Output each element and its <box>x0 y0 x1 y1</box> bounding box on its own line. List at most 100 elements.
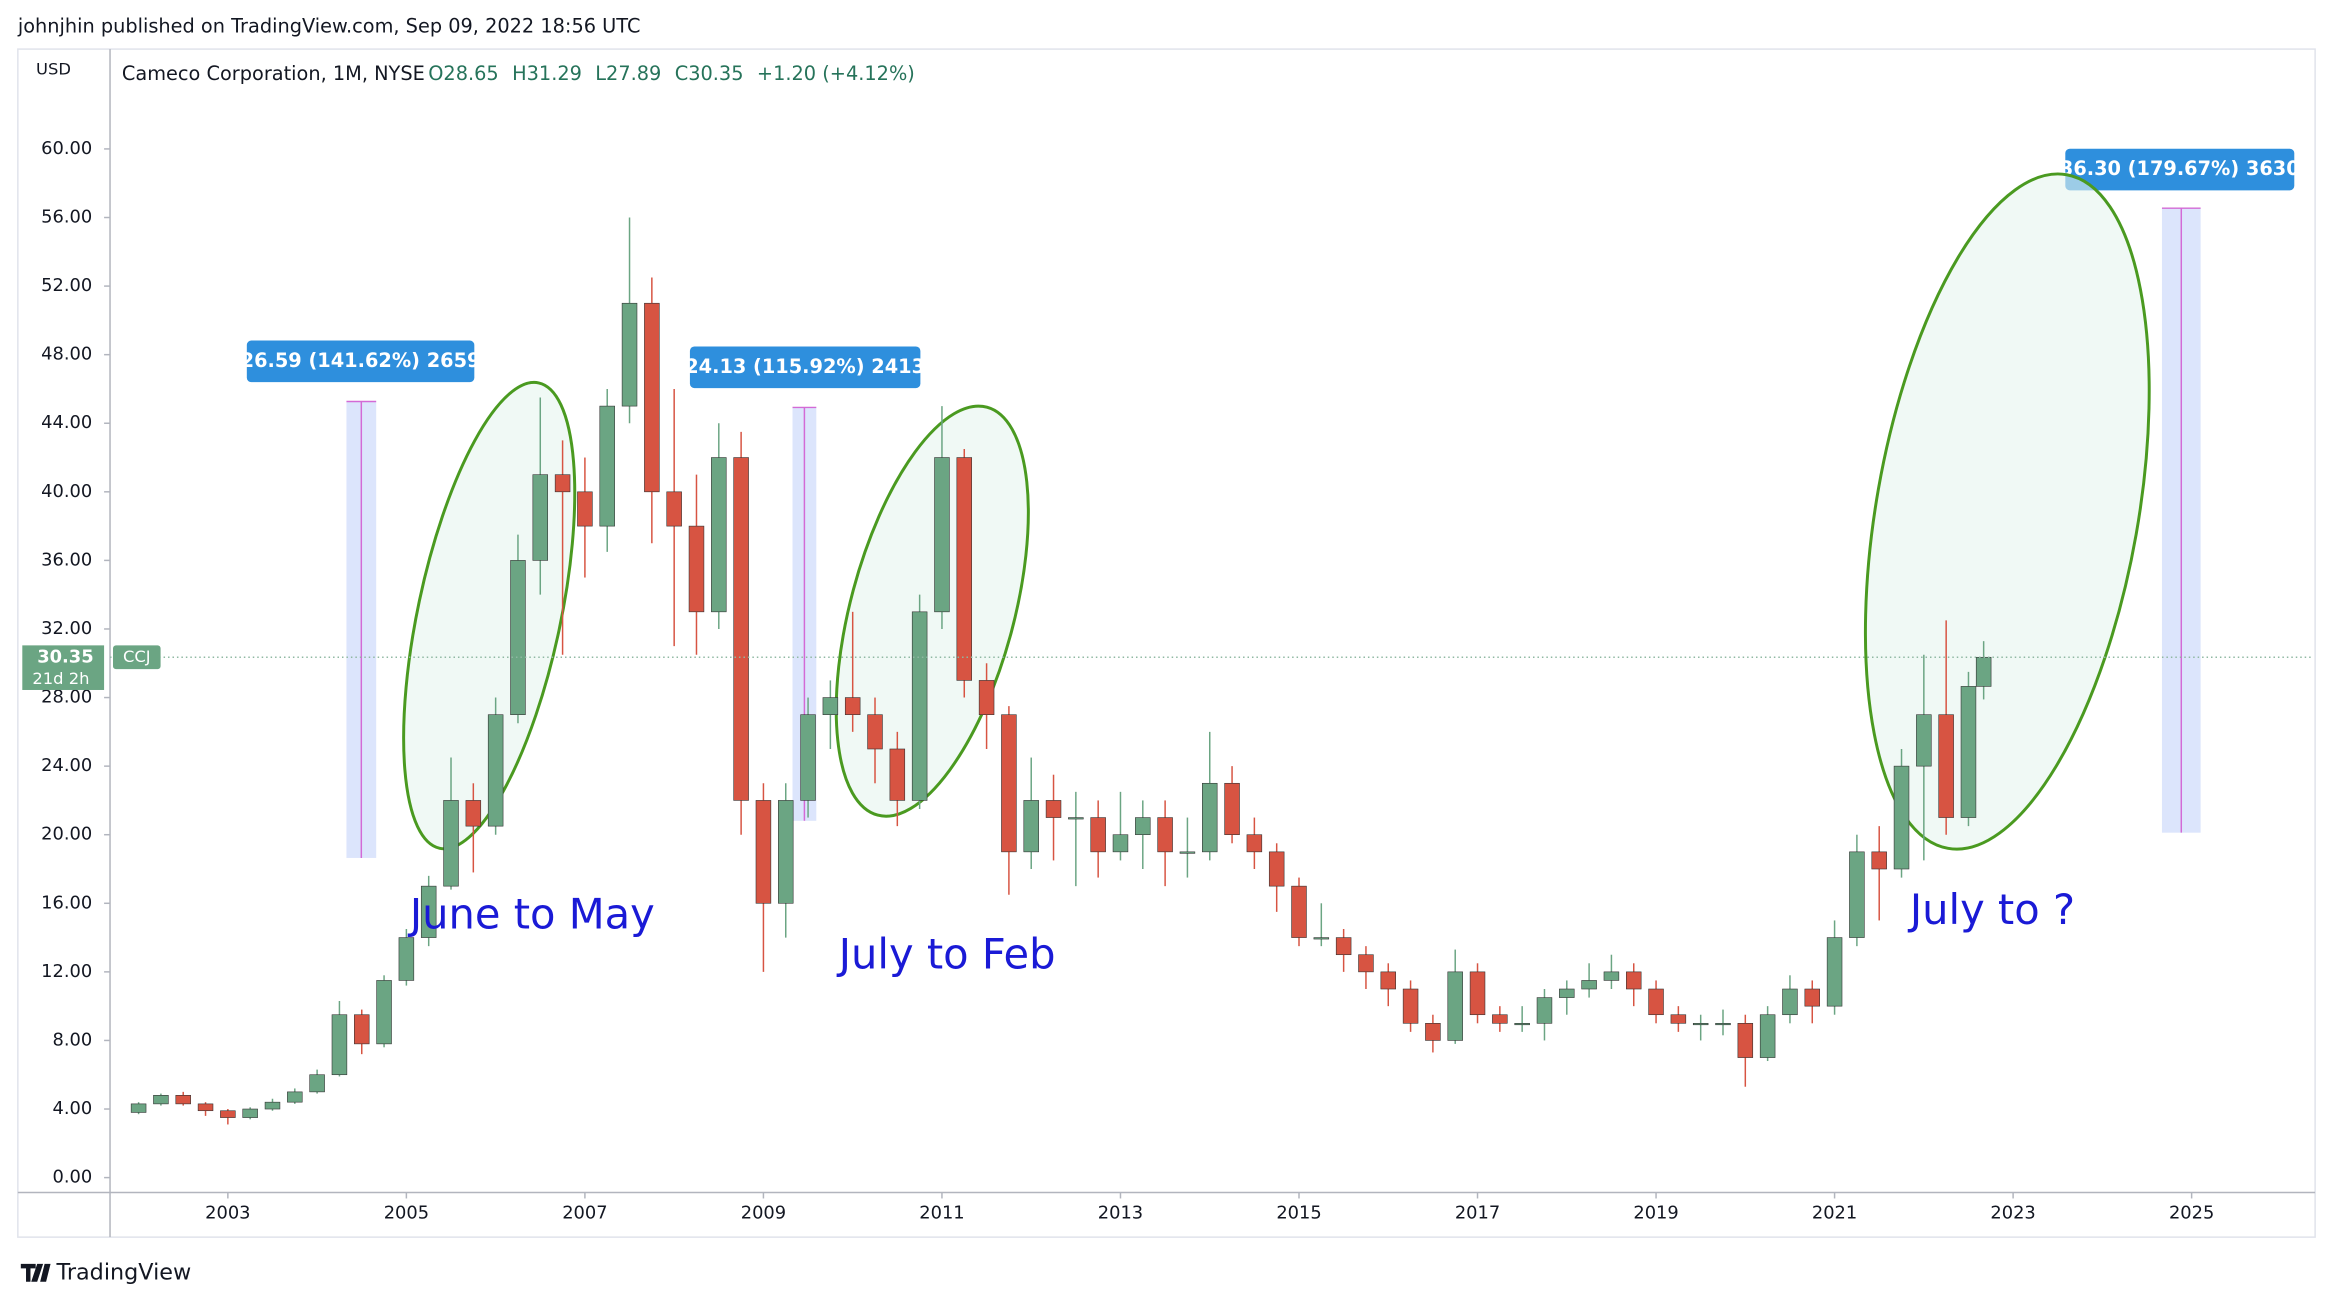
y-tick-label: 32.00 <box>41 618 92 639</box>
candle-body <box>1023 800 1039 853</box>
candle-body <box>510 560 526 715</box>
candle-body <box>1380 971 1396 990</box>
currency: USD <box>36 59 71 78</box>
candle-body <box>1804 988 1820 1007</box>
candle-body <box>1045 800 1062 818</box>
candle-body <box>1313 937 1330 940</box>
y-tick-label: 0.00 <box>52 1167 92 1188</box>
candle-body <box>487 714 504 827</box>
y-tick-label: 44.00 <box>41 412 92 433</box>
annotation: July to Feb <box>836 930 1056 979</box>
candle-body <box>1938 714 1954 818</box>
measure-label-box <box>689 346 921 389</box>
symbol-label: CCJ <box>123 647 151 666</box>
measure-label: 36.30 (179.67%) 3630 <box>2060 157 2300 180</box>
candle-body <box>1402 988 1419 1024</box>
candle-body <box>532 474 549 561</box>
last-price-tag <box>22 645 105 690</box>
x-tick-label: 2017 <box>1455 1202 1500 1223</box>
candle-body <box>911 611 928 801</box>
candle-body <box>889 748 906 801</box>
logo <box>20 1263 51 1282</box>
candle-body <box>1759 1014 1776 1058</box>
publish-header: johnjhin published on TradingView.com, S… <box>17 14 641 37</box>
y-tick-label: 36.00 <box>41 549 92 570</box>
footer-brand: TradingView <box>56 1259 192 1285</box>
candle-body <box>1135 817 1151 836</box>
y-tick-label: 28.00 <box>41 687 92 708</box>
candle-body <box>599 405 615 527</box>
x-tick-label: 2011 <box>919 1202 964 1223</box>
candle-body <box>1068 817 1084 820</box>
candle-body <box>376 980 392 1045</box>
candle-body <box>1715 1023 1731 1026</box>
y-tick-label: 4.00 <box>52 1098 92 1119</box>
legend-value: O28.65 <box>428 62 499 85</box>
candle-body <box>1916 714 1932 767</box>
legend-value: +1.20 (+4.12%) <box>757 62 915 85</box>
candle-body <box>1246 834 1263 853</box>
candle-body <box>331 1014 348 1076</box>
last-price-label: 30.35 <box>37 646 93 667</box>
measure-label: 24.13 (115.92%) 2413 <box>685 355 925 378</box>
candle-body <box>800 714 816 801</box>
candle-body <box>1626 971 1642 990</box>
candle-body <box>934 457 950 613</box>
candle-body <box>755 800 772 904</box>
x-tick-label: 2019 <box>1633 1202 1678 1223</box>
candle-body <box>1425 1023 1441 1041</box>
candle-body <box>1826 937 1843 1007</box>
symbol-tag <box>113 645 161 670</box>
x-tick-label: 2007 <box>562 1202 607 1223</box>
x-tick-label: 2013 <box>1098 1202 1143 1223</box>
y-tick-label: 12.00 <box>41 961 92 982</box>
candle-body <box>554 474 571 493</box>
candle-body <box>197 1103 214 1112</box>
candle-body <box>1871 851 1887 870</box>
candle-body <box>666 491 682 527</box>
candle-body <box>309 1074 325 1093</box>
candle-body <box>1291 885 1307 938</box>
candle-body <box>1224 782 1240 836</box>
candle-body <box>577 491 593 527</box>
candle-body <box>1737 1023 1754 1058</box>
x-tick-label: 2015 <box>1276 1202 1321 1223</box>
candle-body <box>1268 851 1285 887</box>
candle-body <box>1782 988 1798 1016</box>
candle-body <box>220 1110 236 1118</box>
candle-body <box>1581 980 1597 990</box>
legend-value: C30.35 <box>675 62 744 85</box>
candle-body <box>688 525 705 613</box>
candle-body <box>844 697 861 715</box>
y-tick-label: 8.00 <box>52 1029 92 1050</box>
highlight-ellipse <box>1863 172 2151 851</box>
candle-body <box>1559 988 1575 998</box>
y-tick-label: 52.00 <box>41 275 92 296</box>
annotation: July to ? <box>1907 885 2075 934</box>
y-tick-label: 24.00 <box>41 755 92 776</box>
candle-body <box>1492 1014 1508 1024</box>
y-tick-label: 60.00 <box>41 138 92 159</box>
y-tick-label: 16.00 <box>41 892 92 913</box>
x-tick-label: 2021 <box>1812 1202 1857 1223</box>
candle-body <box>465 800 482 827</box>
candle-body <box>1157 817 1173 853</box>
candle-body <box>867 714 883 750</box>
candle-body <box>153 1095 169 1105</box>
candle-body <box>1975 656 1992 687</box>
candle-body <box>733 457 749 801</box>
candle-body <box>1001 714 1017 853</box>
chart-title: Cameco Corporation, 1M, NYSE <box>122 62 425 85</box>
candle-body <box>1179 851 1196 854</box>
candle-body <box>1648 988 1664 1016</box>
candle-body <box>644 302 660 493</box>
x-tick-label: 2025 <box>2169 1202 2214 1223</box>
candle-body <box>978 680 995 715</box>
candle-body <box>1670 1014 1687 1024</box>
candle-body <box>711 457 727 613</box>
y-tick-label: 40.00 <box>41 481 92 502</box>
measure-label: 26.59 (141.62%) 2659 <box>241 349 481 372</box>
candle-body <box>1469 971 1486 1016</box>
candle-body <box>1849 851 1865 938</box>
